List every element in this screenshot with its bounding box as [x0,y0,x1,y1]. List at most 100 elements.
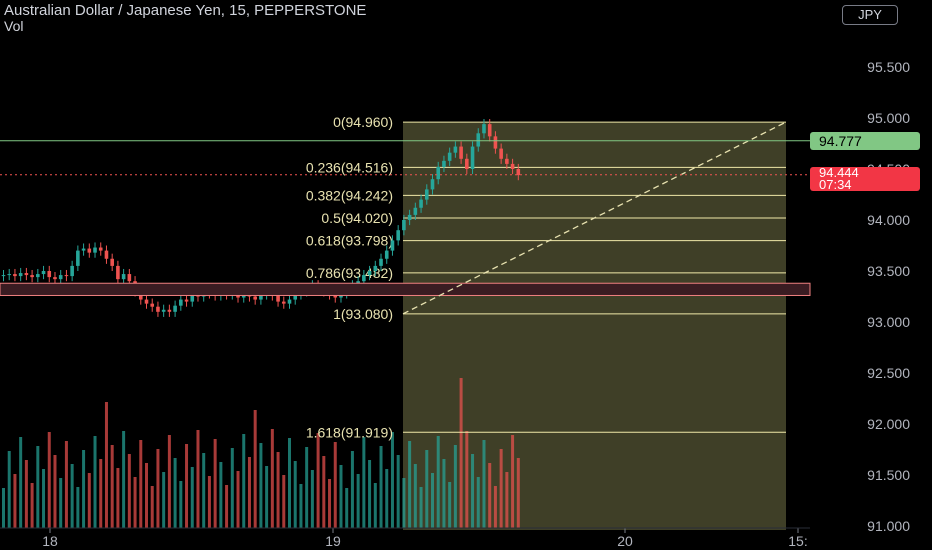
candle-body [384,250,389,259]
candle-body [64,275,69,277]
volume-bar [276,452,280,528]
candle-body [121,274,126,280]
volume-bar [293,461,297,528]
volume-bar [356,474,360,528]
candle-body [459,146,463,159]
volume-bar [185,444,189,528]
volume-bar [482,440,486,528]
candle-body [13,274,17,277]
last-price-value: 94.444 [819,165,859,180]
volume-bar [282,475,286,528]
volume-bar [442,459,446,528]
time-axis[interactable]: 18 19 20 15: [0,527,810,549]
candle-body [390,240,395,251]
candle-body [53,277,57,280]
fibonacci-levels[interactable]: 0(94.960) 0.236(94.516) 0.382(94.242) 0.5(9… [306,114,786,440]
fib-level-label: 0.382(94.242) [306,187,393,203]
volume-bar [305,447,309,528]
volume-bar [139,440,143,528]
volume-bar [299,484,303,528]
volume-bar [53,455,57,528]
candle-body [430,179,435,190]
volume-bar [453,445,457,528]
currency-button[interactable]: JPY [842,5,898,25]
volume-bar [47,432,51,528]
volume-bar [236,471,240,528]
candle-body [413,207,418,215]
volume-bar [419,487,423,528]
volume-bar [448,482,452,528]
volume-bar [42,469,46,528]
candle-body [499,148,503,159]
fib-level-label: 0.618(93.798) [306,233,393,249]
candle-body [30,275,34,278]
candle-body [453,146,458,153]
volume-bar [179,481,183,528]
candle-body [24,273,29,276]
candle-body [76,250,80,266]
volume-bar [333,442,337,528]
candle-body [362,275,366,282]
x-tick-label: 18 [42,533,58,549]
volume-bar [345,488,349,528]
candle-body [407,214,412,220]
volume-bar [339,465,343,528]
volume-bar [127,454,131,528]
fib-level-label: 0.5(94.020) [321,210,393,226]
volume-bar [110,445,114,528]
volume-bar [59,478,63,528]
bar-countdown: 07:34 [819,177,852,192]
volume-bar [225,485,229,528]
candle-body [373,265,378,271]
candle-body [281,301,286,304]
y-tick-label: 91.500 [867,467,910,483]
volume-bar [242,434,246,528]
volume-bars [2,378,520,528]
volume-bar [196,430,200,528]
volume-label: Vol [4,18,24,34]
volume-bar [2,488,5,528]
candle-body [396,230,400,241]
candle-body [161,309,166,312]
volume-bar [476,477,480,528]
candle-body [419,199,423,208]
candle-body [184,299,189,302]
x-tick-label: 19 [325,533,341,549]
volume-bar [259,443,263,528]
candle-body [470,146,475,169]
volume-bar [156,449,160,528]
volume-bar [465,431,469,528]
volume-bar [431,473,434,528]
volume-bar [173,458,177,528]
candle-body [58,275,63,280]
volume-bar [104,402,108,528]
volume-bar [499,449,503,528]
price-axis[interactable]: 91.000 91.500 92.000 92.500 93.000 93.500 94.0… [867,59,910,534]
volume-bar [471,454,475,528]
volume-bar [288,438,291,528]
volume-bar [93,436,97,528]
x-tick-label: 15: [788,533,807,549]
volume-bar [122,431,126,528]
candle-body [505,158,509,164]
candle-body [167,309,172,312]
candle-body [116,265,120,280]
candle-body [127,274,132,282]
volume-bar [390,432,394,528]
candle-body [487,124,492,137]
candle-body [424,189,429,200]
volume-bar [150,486,154,528]
y-tick-label: 92.000 [867,416,910,432]
volume-bar [425,450,429,528]
x-tick-label: 20 [617,533,633,549]
volume-bar [7,451,11,528]
candle-body [1,275,6,277]
candle-body [47,271,52,278]
volume-bar [13,474,17,528]
candle-body [98,247,103,251]
candle-body [367,271,372,276]
candle-body [7,274,12,276]
volume-bar [219,462,223,528]
volume-bar [459,378,463,528]
